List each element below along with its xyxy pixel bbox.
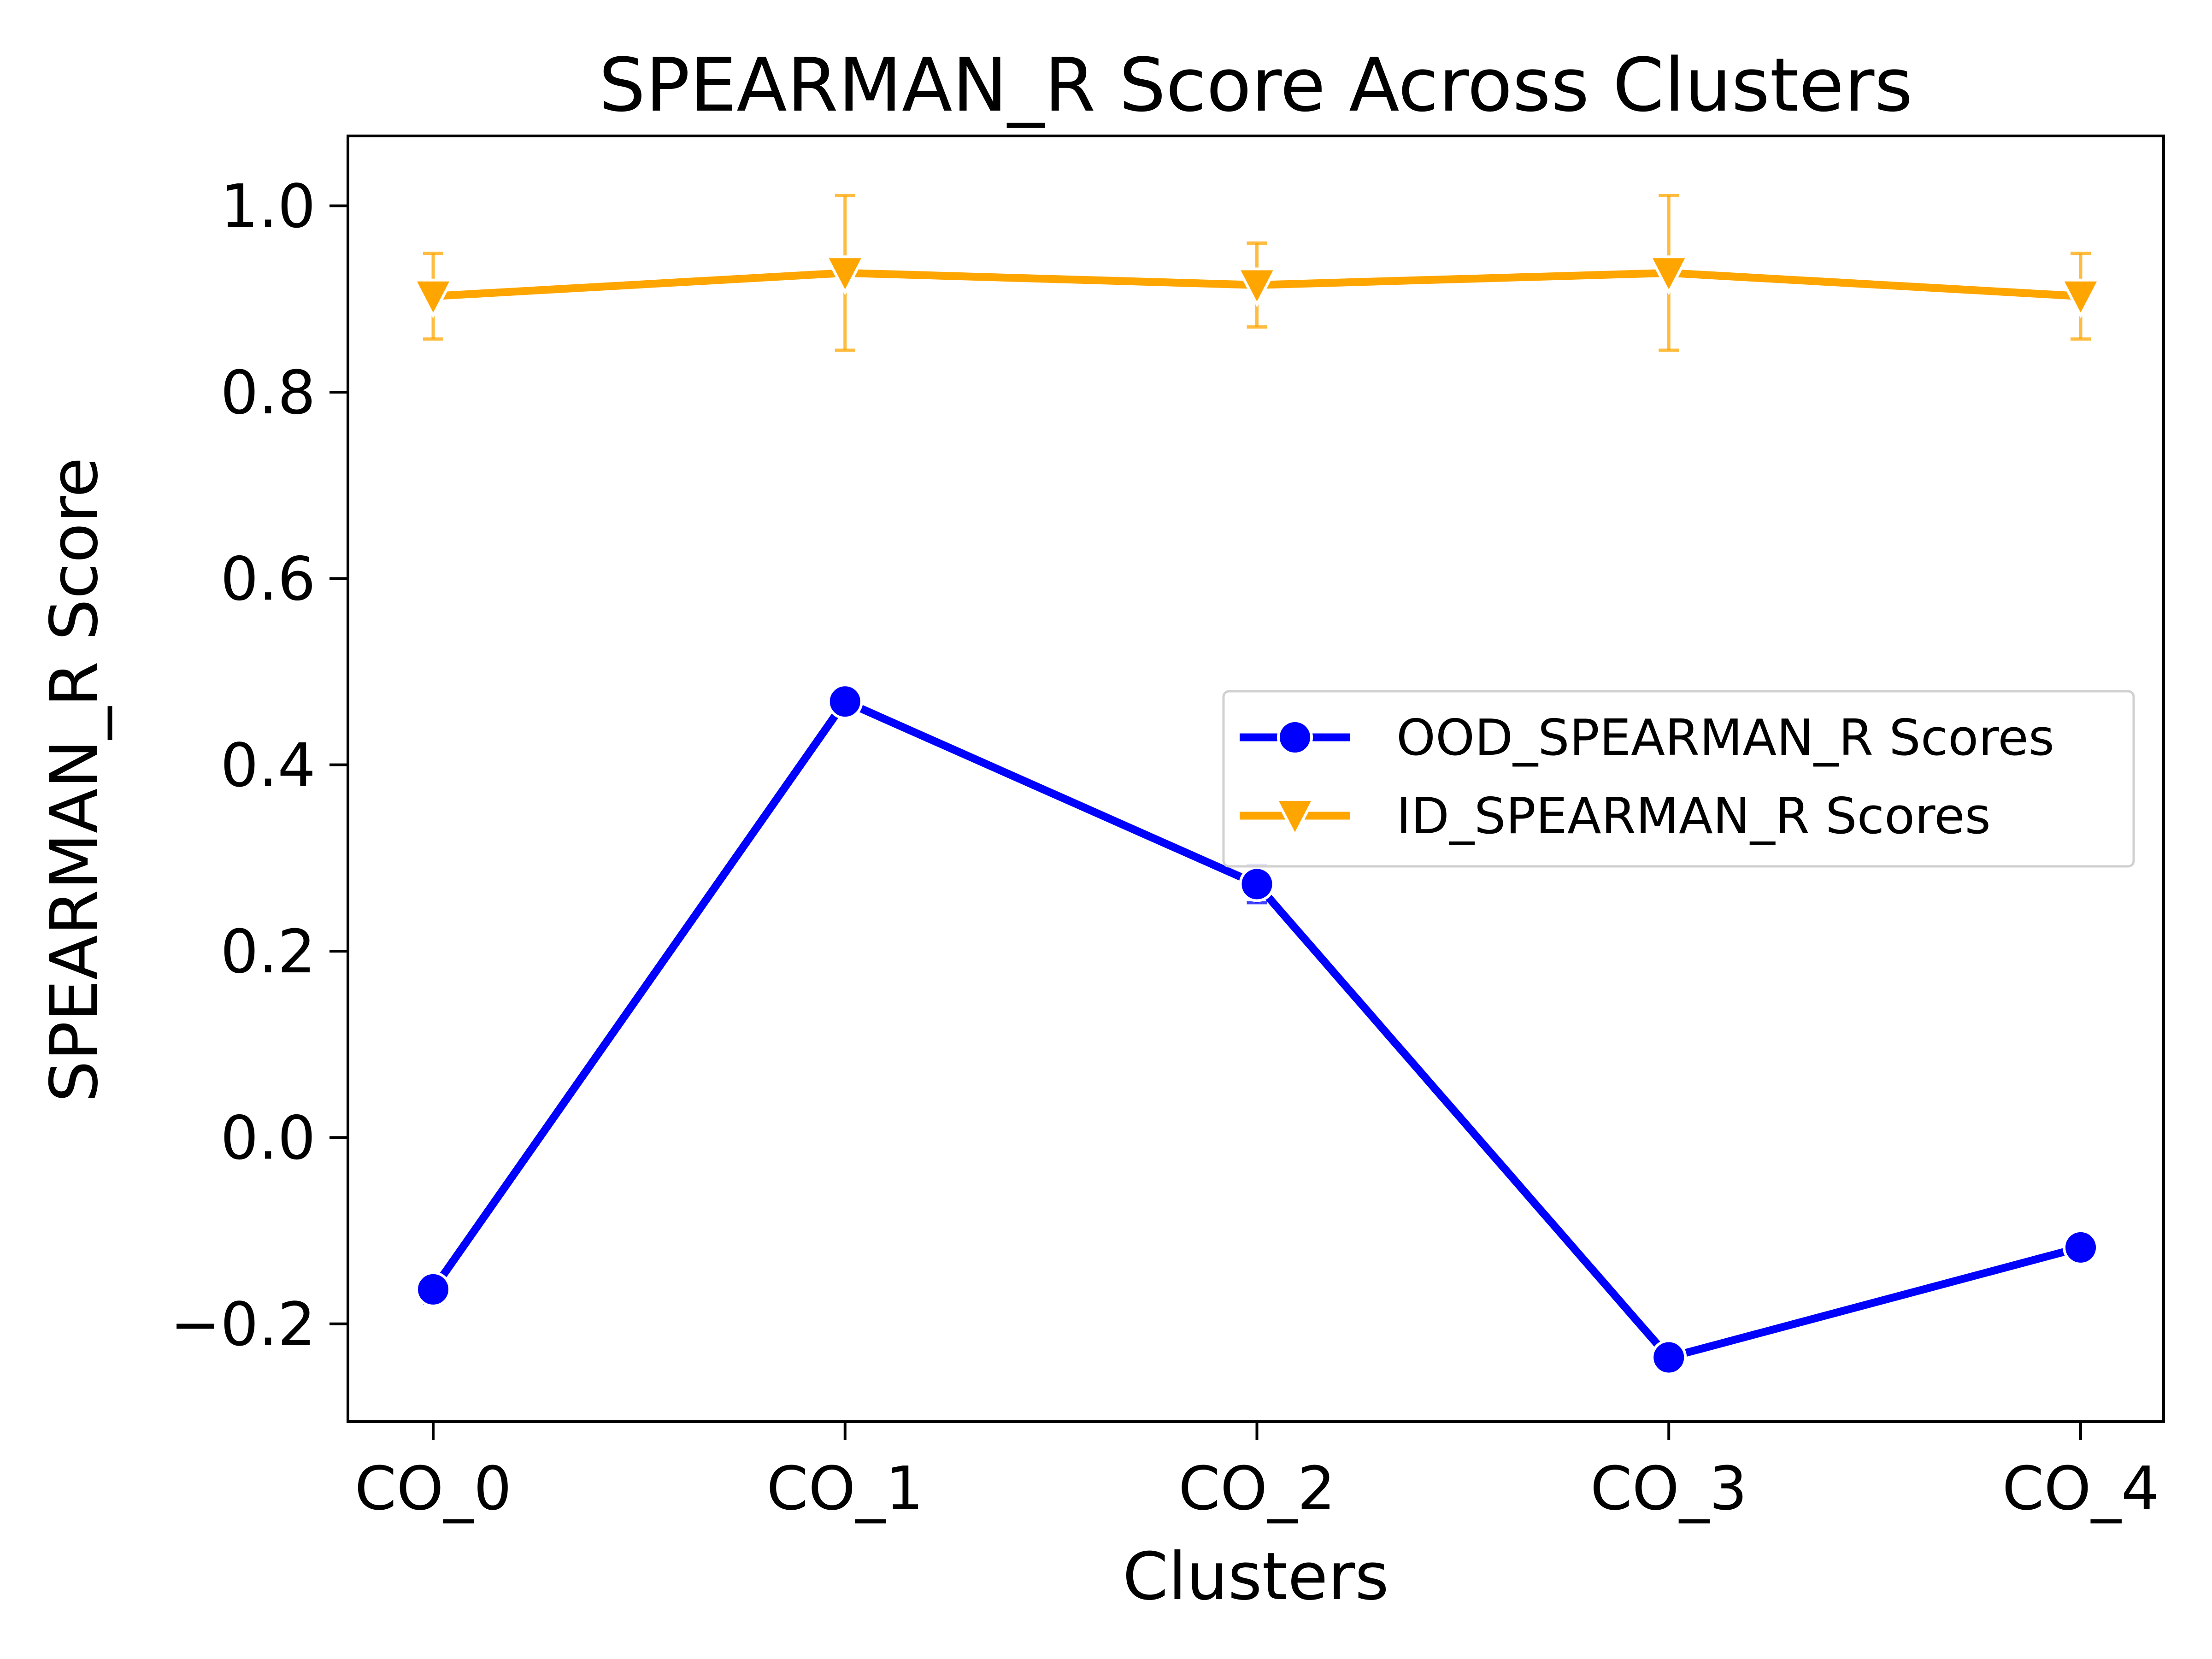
- y-axis: −0.2 0.0 0.2 0.4 0.6 0.8 1.0: [170, 171, 348, 1359]
- series-id: [412, 194, 2101, 352]
- legend-box: [1222, 690, 2135, 868]
- series-ood: [415, 683, 2099, 1376]
- y-tick-label: 0.8: [220, 358, 316, 428]
- data-point: [827, 683, 863, 720]
- legend-label: ID_SPEARMAN_R Scores: [1396, 788, 1991, 845]
- x-tick-label: CO_4: [2002, 1453, 2159, 1524]
- legend-entry: OOD_SPEARMAN_R Scores: [1240, 709, 2054, 767]
- y-tick-label: −0.2: [170, 1289, 316, 1359]
- x-tick-label: CO_2: [1178, 1453, 1335, 1524]
- legend-entry: ID_SPEARMAN_R Scores: [1240, 788, 1991, 845]
- data-point: [412, 278, 454, 319]
- x-axis-label: Clusters: [1123, 1539, 1389, 1615]
- data-point: [1239, 866, 1275, 902]
- data-point: [2063, 1229, 2099, 1265]
- x-tick-label: CO_1: [766, 1453, 924, 1524]
- data-point: [824, 255, 866, 295]
- legend-marker: [1277, 719, 1313, 755]
- data-point: [415, 1271, 451, 1307]
- y-tick-label: 0.6: [220, 544, 316, 614]
- y-axis-label: SPEARMAN_R Score: [36, 457, 112, 1102]
- legend: OOD_SPEARMAN_R Scores ID_SPEARMAN_R Score…: [1222, 690, 2135, 868]
- legend-label: OOD_SPEARMAN_R Scores: [1396, 709, 2054, 767]
- x-tick-label: CO_0: [355, 1453, 512, 1524]
- y-tick-label: 0.4: [220, 730, 316, 800]
- data-point: [1648, 255, 1690, 295]
- y-tick-label: 0.2: [220, 917, 316, 987]
- x-tick-label: CO_3: [1590, 1453, 1747, 1524]
- x-axis: CO_0 CO_1 CO_2 CO_3 CO_4: [355, 1422, 2159, 1524]
- y-tick-label: 1.0: [220, 171, 316, 241]
- y-tick-label: 0.0: [220, 1103, 316, 1173]
- data-point: [1651, 1339, 1687, 1376]
- legend-marker: [1274, 798, 1316, 838]
- data-point: [1236, 267, 1278, 307]
- plot-area: [347, 135, 2165, 1423]
- chart-title: SPEARMAN_R Score Across Clusters: [599, 42, 1913, 128]
- data-point: [2060, 278, 2101, 319]
